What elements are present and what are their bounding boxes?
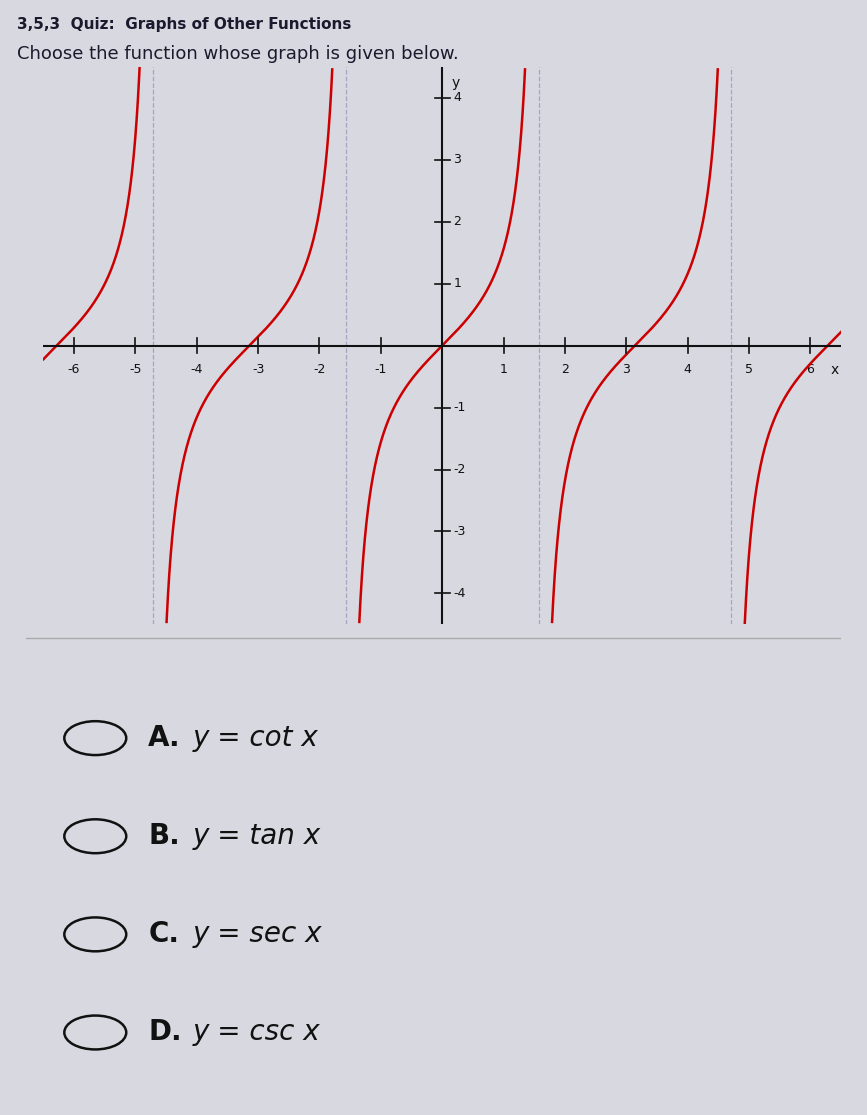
Text: y = cot x: y = cot x [193,724,319,753]
Text: -4: -4 [453,586,466,600]
Text: Choose the function whose graph is given below.: Choose the function whose graph is given… [17,45,460,62]
Text: 2: 2 [561,363,569,376]
Text: 4: 4 [684,363,692,376]
Text: -1: -1 [453,401,466,414]
Text: -6: -6 [68,363,81,376]
Text: -1: -1 [375,363,387,376]
Text: y = tan x: y = tan x [193,822,321,851]
Text: 6: 6 [806,363,814,376]
Text: C.: C. [148,920,179,949]
Text: A.: A. [148,724,181,753]
Text: B.: B. [148,822,180,851]
Text: y: y [452,76,460,90]
Text: 3: 3 [623,363,630,376]
Text: -4: -4 [191,363,203,376]
Text: 1: 1 [453,278,461,290]
Text: 3: 3 [453,154,461,166]
Text: x: x [831,363,839,377]
Text: y = csc x: y = csc x [193,1018,321,1047]
Text: -2: -2 [313,363,326,376]
Text: 4: 4 [453,91,461,105]
Text: y = sec x: y = sec x [193,920,323,949]
Text: 5: 5 [745,363,753,376]
Text: 3,5,3  Quiz:  Graphs of Other Functions: 3,5,3 Quiz: Graphs of Other Functions [17,17,352,31]
Text: 1: 1 [499,363,507,376]
Text: 2: 2 [453,215,461,229]
Text: -3: -3 [453,525,466,537]
Text: D.: D. [148,1018,182,1047]
Text: -2: -2 [453,463,466,476]
Text: -5: -5 [129,363,141,376]
Text: -3: -3 [252,363,264,376]
